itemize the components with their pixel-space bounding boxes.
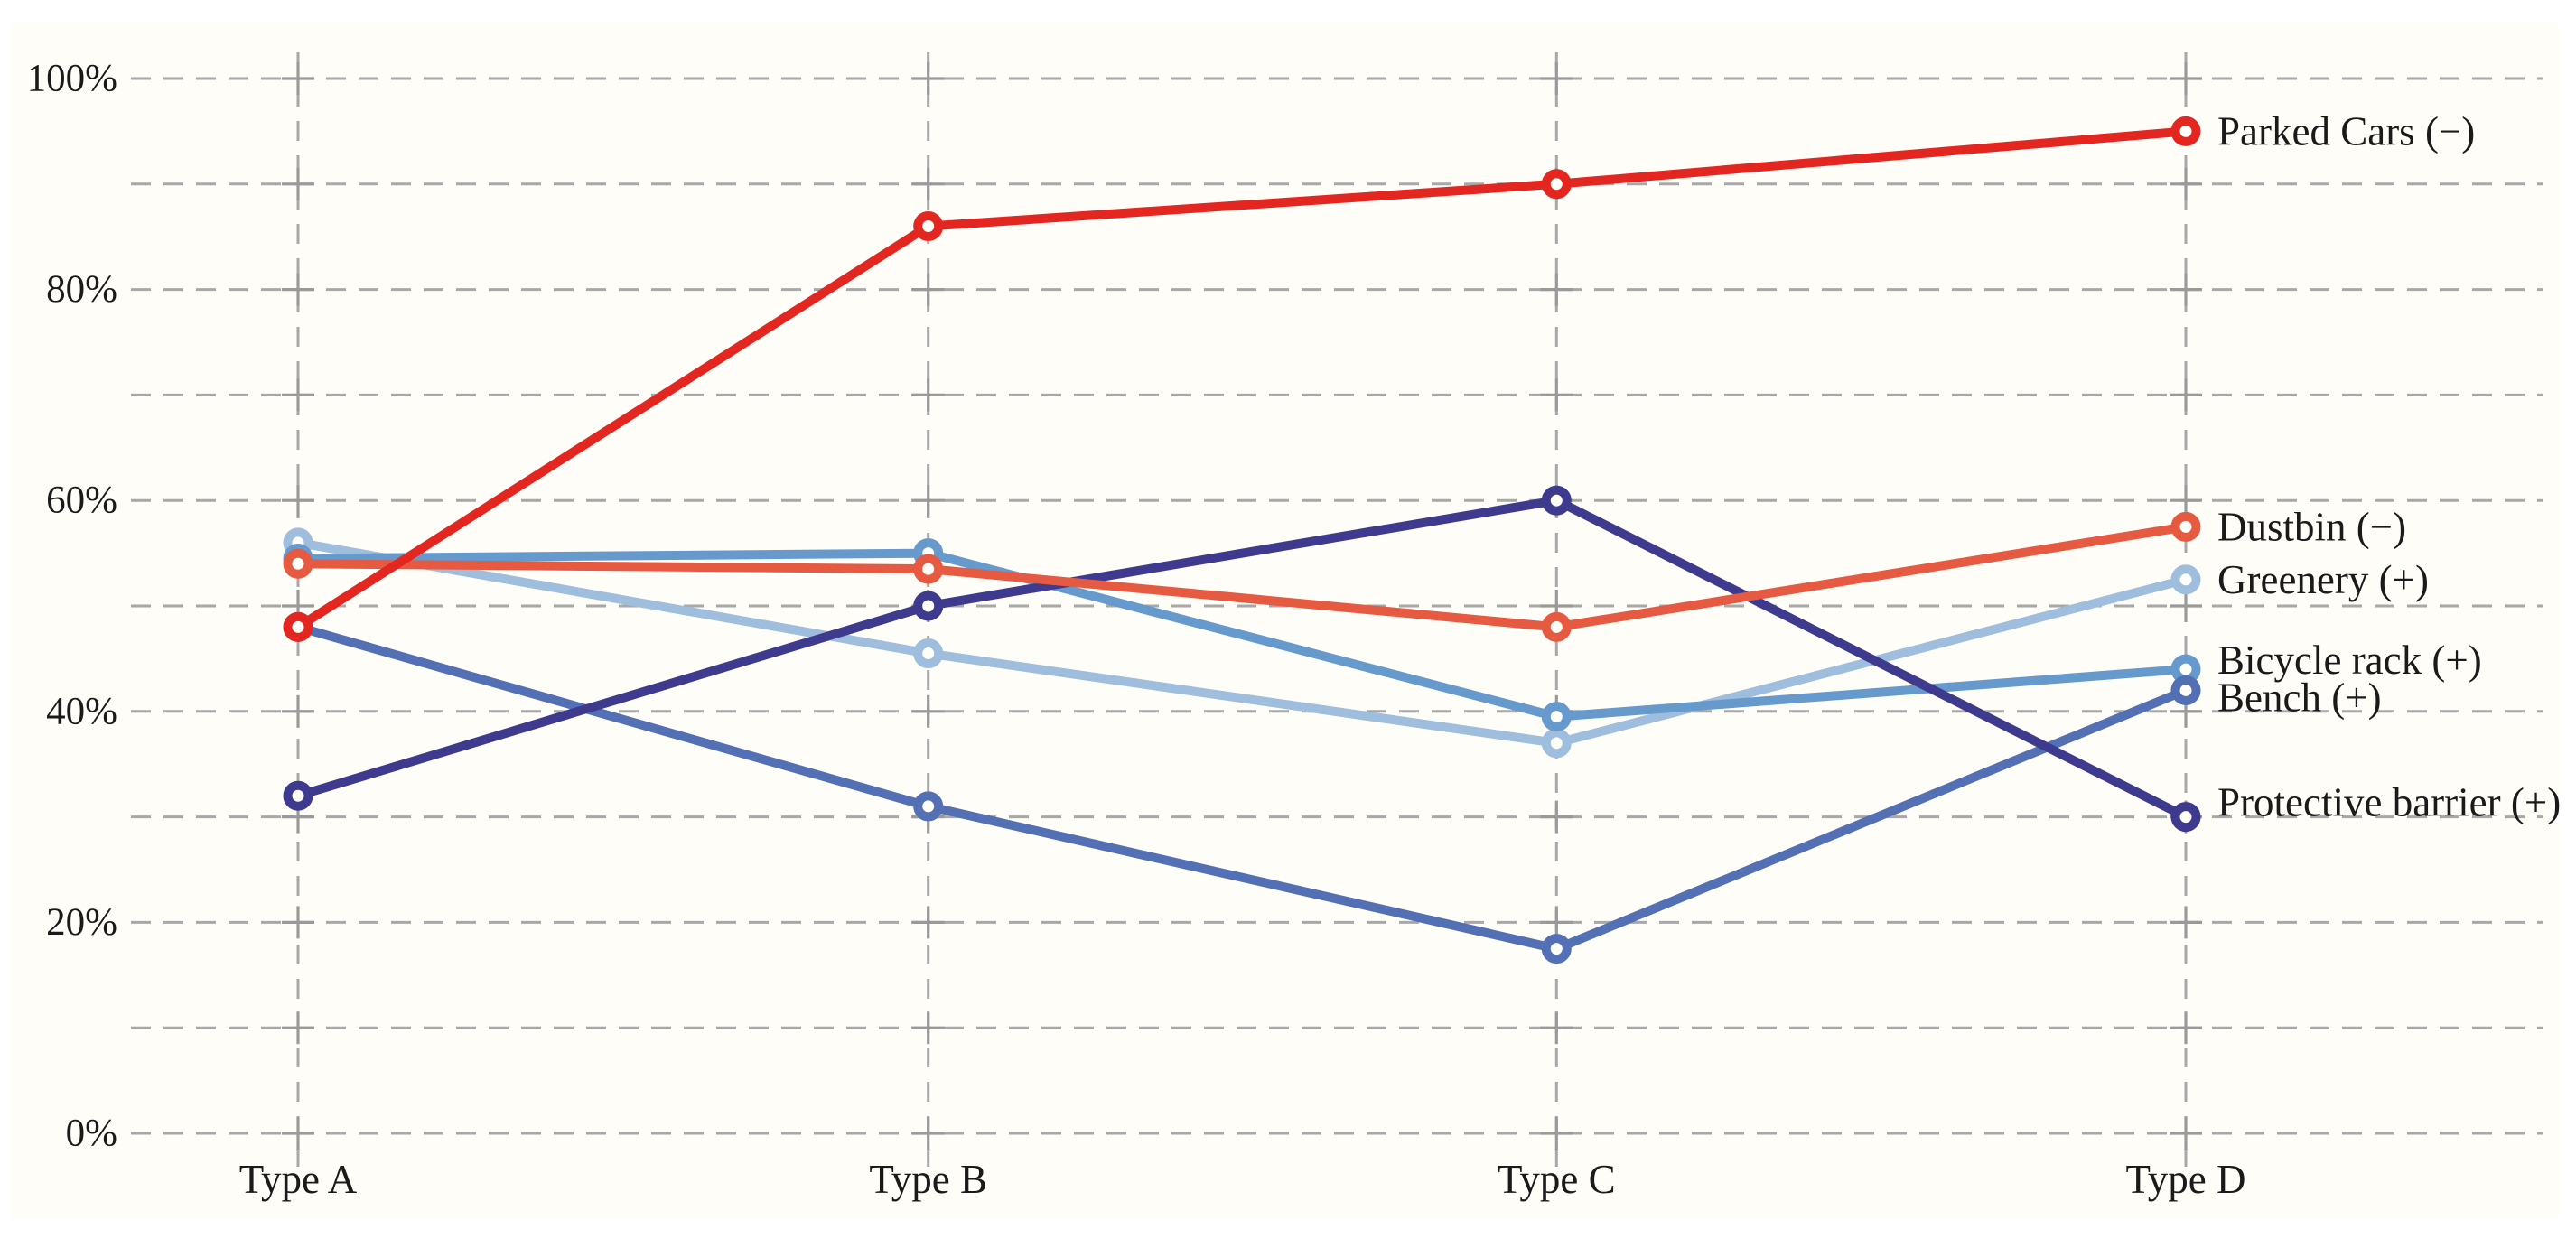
plot-background [11, 23, 2559, 1219]
series-marker-bench-type-c [1541, 934, 1572, 964]
series-line-bicycle-rack [294, 548, 2190, 722]
series-marker-protective-barrier-type-b [913, 591, 944, 621]
series-marker-greenery-type-c [1541, 728, 1572, 759]
series-marker-dustbin-type-a [283, 548, 313, 579]
y-tick-label-60pct: 60% [46, 480, 117, 522]
series-label-greenery: Greenery (+) [2217, 557, 2429, 602]
series-label-parked-cars: Parked Cars (−) [2217, 108, 2475, 154]
x-tick-label-type-c: Type C [1498, 1157, 1616, 1202]
y-tick-label-0pct: 0% [66, 1113, 117, 1155]
series-marker-bench-type-d [2170, 675, 2201, 705]
series-marker-dustbin-type-d [2170, 511, 2201, 542]
series-label-dustbin: Dustbin (−) [2217, 504, 2406, 549]
y-tick-label-20pct: 20% [46, 901, 117, 944]
series-marker-greenery-type-b [913, 638, 944, 669]
series-label-protective-barrier: Protective barrier (+) [2217, 780, 2561, 825]
series-marker-bicycle-rack-type-c [1541, 702, 1572, 732]
series-marker-parked-cars-type-d [2170, 116, 2201, 146]
series-marker-protective-barrier-type-d [2170, 802, 2201, 833]
series-marker-bench-type-b [913, 791, 944, 822]
series-marker-dustbin-type-b [913, 554, 944, 584]
y-tick-label-100pct: 100% [27, 58, 117, 100]
series-line-bench [294, 622, 2190, 954]
x-tick-label-type-d: Type D [2125, 1157, 2245, 1202]
series-marker-protective-barrier-type-c [1541, 485, 1572, 516]
series-marker-dustbin-type-c [1541, 611, 1572, 642]
series-marker-protective-barrier-type-a [283, 780, 313, 811]
y-tick-label-40pct: 40% [46, 690, 117, 732]
series-marker-parked-cars-type-b [913, 211, 944, 242]
series-marker-parked-cars-type-a [283, 611, 313, 642]
series-marker-greenery-type-d [2170, 564, 2201, 595]
series-label-bicycle-rack: Bicycle rack (+) [2217, 638, 2482, 683]
series-line-parked-cars [294, 126, 2190, 632]
y-tick-label-80pct: 80% [46, 268, 117, 311]
series-label-bench: Bench (+) [2217, 675, 2382, 720]
x-tick-label-type-b: Type B [869, 1157, 987, 1202]
series-line-protective-barrier [294, 496, 2190, 822]
series-line-dustbin [294, 522, 2190, 632]
x-tick-label-type-a: Type A [239, 1157, 358, 1202]
series-marker-parked-cars-type-c [1541, 169, 1572, 200]
